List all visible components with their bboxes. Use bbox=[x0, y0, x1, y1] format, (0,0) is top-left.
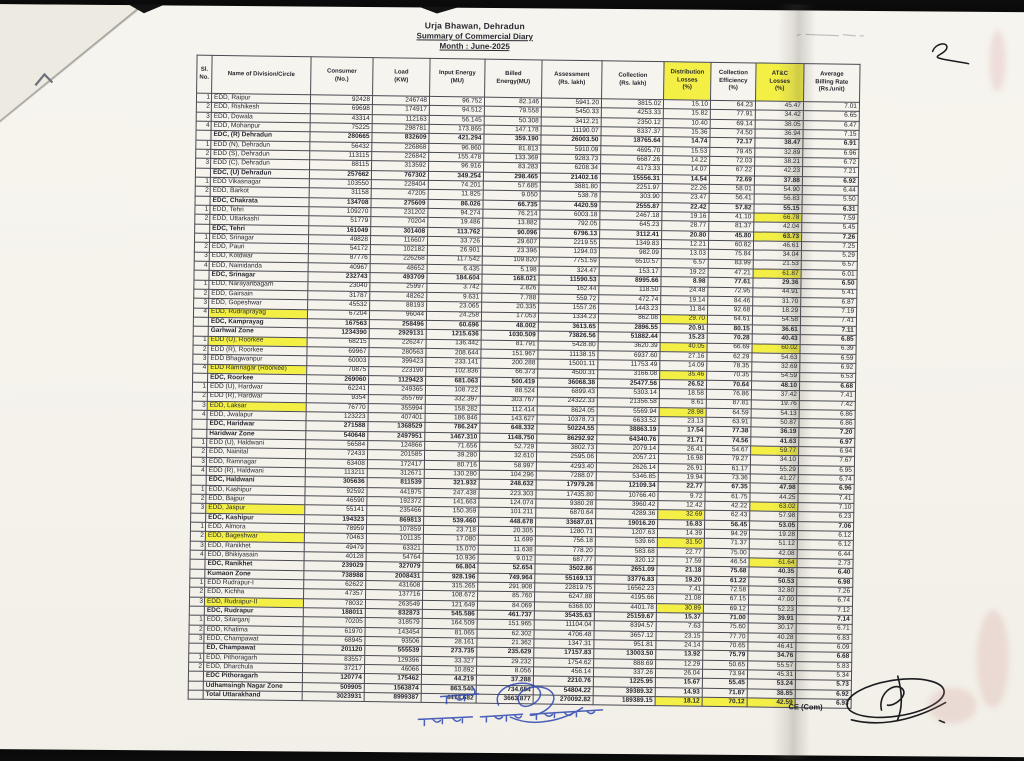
cell-sl: 4 bbox=[191, 466, 207, 476]
cell-sl: 2 bbox=[195, 186, 211, 196]
cell-sl bbox=[193, 270, 210, 280]
cell-assessment: 270092.82 bbox=[533, 694, 594, 706]
column-header-sl: Sl. No. bbox=[196, 55, 213, 94]
cell-sl: 4 bbox=[192, 363, 208, 374]
cell-sl: 1 bbox=[194, 233, 210, 243]
cell-sl bbox=[188, 680, 204, 691]
cell-collection-efficiency: 70.12 bbox=[702, 697, 748, 708]
cell-sl bbox=[189, 568, 205, 579]
cell-sl: 1 bbox=[194, 205, 211, 215]
cell-sl: 4 bbox=[194, 261, 210, 271]
column-header-name: Name of Division/Circle bbox=[211, 55, 312, 95]
cell-sl: 4 bbox=[192, 410, 208, 420]
under-sheet-corner bbox=[0, 4, 158, 140]
cell-distribution-losses: 18.12 bbox=[655, 696, 703, 707]
cell-input-energy: 4474.682 bbox=[421, 693, 477, 704]
cell-sl: 2 bbox=[189, 587, 205, 598]
cell-sl bbox=[188, 643, 204, 653]
cell-sl: 2 bbox=[192, 344, 209, 355]
cell-sl bbox=[193, 326, 209, 336]
cell-sl: 3 bbox=[189, 596, 205, 607]
document-header: Urja Bhawan, Dehradun Summary of Commerc… bbox=[330, 20, 620, 52]
scanned-paper-sheet: Urja Bhawan, Dehradun Summary of Commerc… bbox=[0, 4, 1024, 760]
cell-sl: 1 bbox=[195, 139, 211, 150]
cell-sl bbox=[188, 671, 204, 681]
cell-sl: 4 bbox=[193, 307, 209, 318]
cell-sl: 3 bbox=[194, 251, 210, 262]
cell-consumer: 3023931 bbox=[302, 691, 365, 702]
cell-sl: 2 bbox=[194, 242, 210, 252]
cell-sl: 4 bbox=[190, 550, 206, 560]
cell-sl: 2 bbox=[194, 214, 210, 224]
cell-sl: 1 bbox=[190, 522, 206, 532]
cell-sl bbox=[194, 223, 210, 234]
cell-sl: 2 bbox=[192, 391, 208, 402]
column-header-billing-rate: Average Billing Rate (Rs./unit) bbox=[803, 63, 861, 103]
cell-sl: 3 bbox=[192, 400, 208, 411]
column-header-collection-efficiency: Collection Efficiency (%) bbox=[710, 62, 757, 101]
commercial-diary-tablewrap: Sl. No. Name of Division/Circle Consumer (… bbox=[188, 55, 861, 710]
pen-dash-marks bbox=[796, 33, 864, 37]
cell-sl: 3 bbox=[193, 298, 209, 308]
cell-sl: 1 bbox=[190, 484, 207, 495]
cell-sl bbox=[188, 690, 204, 700]
column-header-load: Load (KW) bbox=[372, 57, 431, 97]
cell-sl: 2 bbox=[188, 662, 204, 672]
commercial-diary-table: Sl. No. Name of Division/Circle Consumer (… bbox=[188, 55, 861, 710]
cell-sl: 1 bbox=[189, 615, 205, 626]
cell-sl: 2 bbox=[190, 494, 206, 504]
cell-sl bbox=[195, 195, 211, 206]
column-header-input-energy: Input Energy (MU) bbox=[429, 58, 486, 98]
cell-load: 8999387 bbox=[364, 692, 422, 703]
cell-sl: 3 bbox=[190, 540, 206, 551]
column-header-billed-energy: Billed Energy(MU) bbox=[484, 59, 543, 98]
cell-sl bbox=[191, 419, 208, 430]
smudge-mark bbox=[989, 29, 1006, 92]
cell-sl: 3 bbox=[196, 111, 212, 122]
cell-sl bbox=[190, 512, 206, 523]
cell-sl: 3 bbox=[188, 634, 205, 644]
cell-sl bbox=[191, 475, 207, 486]
cell-sl: 3 bbox=[191, 456, 207, 467]
cell-sl: 2 bbox=[195, 149, 211, 159]
cell-division-name: Total Uttarakhand bbox=[203, 690, 303, 702]
smudge-mark bbox=[928, 687, 977, 724]
cell-sl: 1 bbox=[188, 652, 204, 663]
column-header-consumer: Consumer (No.) bbox=[310, 56, 374, 96]
cell-sl bbox=[189, 559, 206, 570]
cell-collection: 189389.15 bbox=[593, 695, 656, 706]
cell-sl: 3 bbox=[192, 354, 208, 364]
cell-sl bbox=[192, 372, 208, 383]
cell-sl: 2 bbox=[189, 624, 205, 635]
cell-sl: 4 bbox=[196, 121, 212, 131]
cell-sl bbox=[193, 316, 209, 327]
cell-sl: 1 bbox=[191, 438, 207, 448]
cell-sl: 2 bbox=[196, 102, 212, 113]
cell-sl bbox=[195, 130, 212, 140]
cell-sl: 1 bbox=[193, 335, 209, 346]
cell-sl: 1 bbox=[189, 578, 205, 588]
cell-sl: 1 bbox=[193, 279, 209, 290]
signature-caption: CE (Com) bbox=[788, 702, 823, 712]
column-header-atc-losses: AT&C Losses (%) bbox=[755, 62, 805, 102]
cell-sl: 3 bbox=[190, 503, 206, 514]
cell-sl: 1 bbox=[195, 177, 211, 187]
smudge-mark bbox=[976, 609, 1010, 709]
column-header-assessment: Assessment (Rs. lakh) bbox=[541, 59, 603, 99]
column-header-collection: Collection (Rs. lakh) bbox=[601, 60, 665, 100]
cell-billed-energy: 3663.877 bbox=[476, 694, 534, 705]
cell-sl: 2 bbox=[190, 531, 206, 542]
cell-sl: 2 bbox=[193, 289, 209, 299]
cell-sl bbox=[191, 428, 207, 439]
column-header-distribution-losses: Distribution Losses (%) bbox=[663, 61, 712, 101]
cell-sl bbox=[189, 606, 205, 616]
cell-sl: 2 bbox=[191, 447, 207, 458]
cell-sl: 3 bbox=[195, 158, 211, 168]
handwritten-page-number bbox=[931, 43, 970, 65]
cell-sl: 1 bbox=[192, 382, 208, 392]
doc-month: Month : June-2025 bbox=[439, 41, 510, 52]
cell-sl bbox=[195, 167, 211, 178]
cell-sl: 1 bbox=[196, 93, 212, 103]
